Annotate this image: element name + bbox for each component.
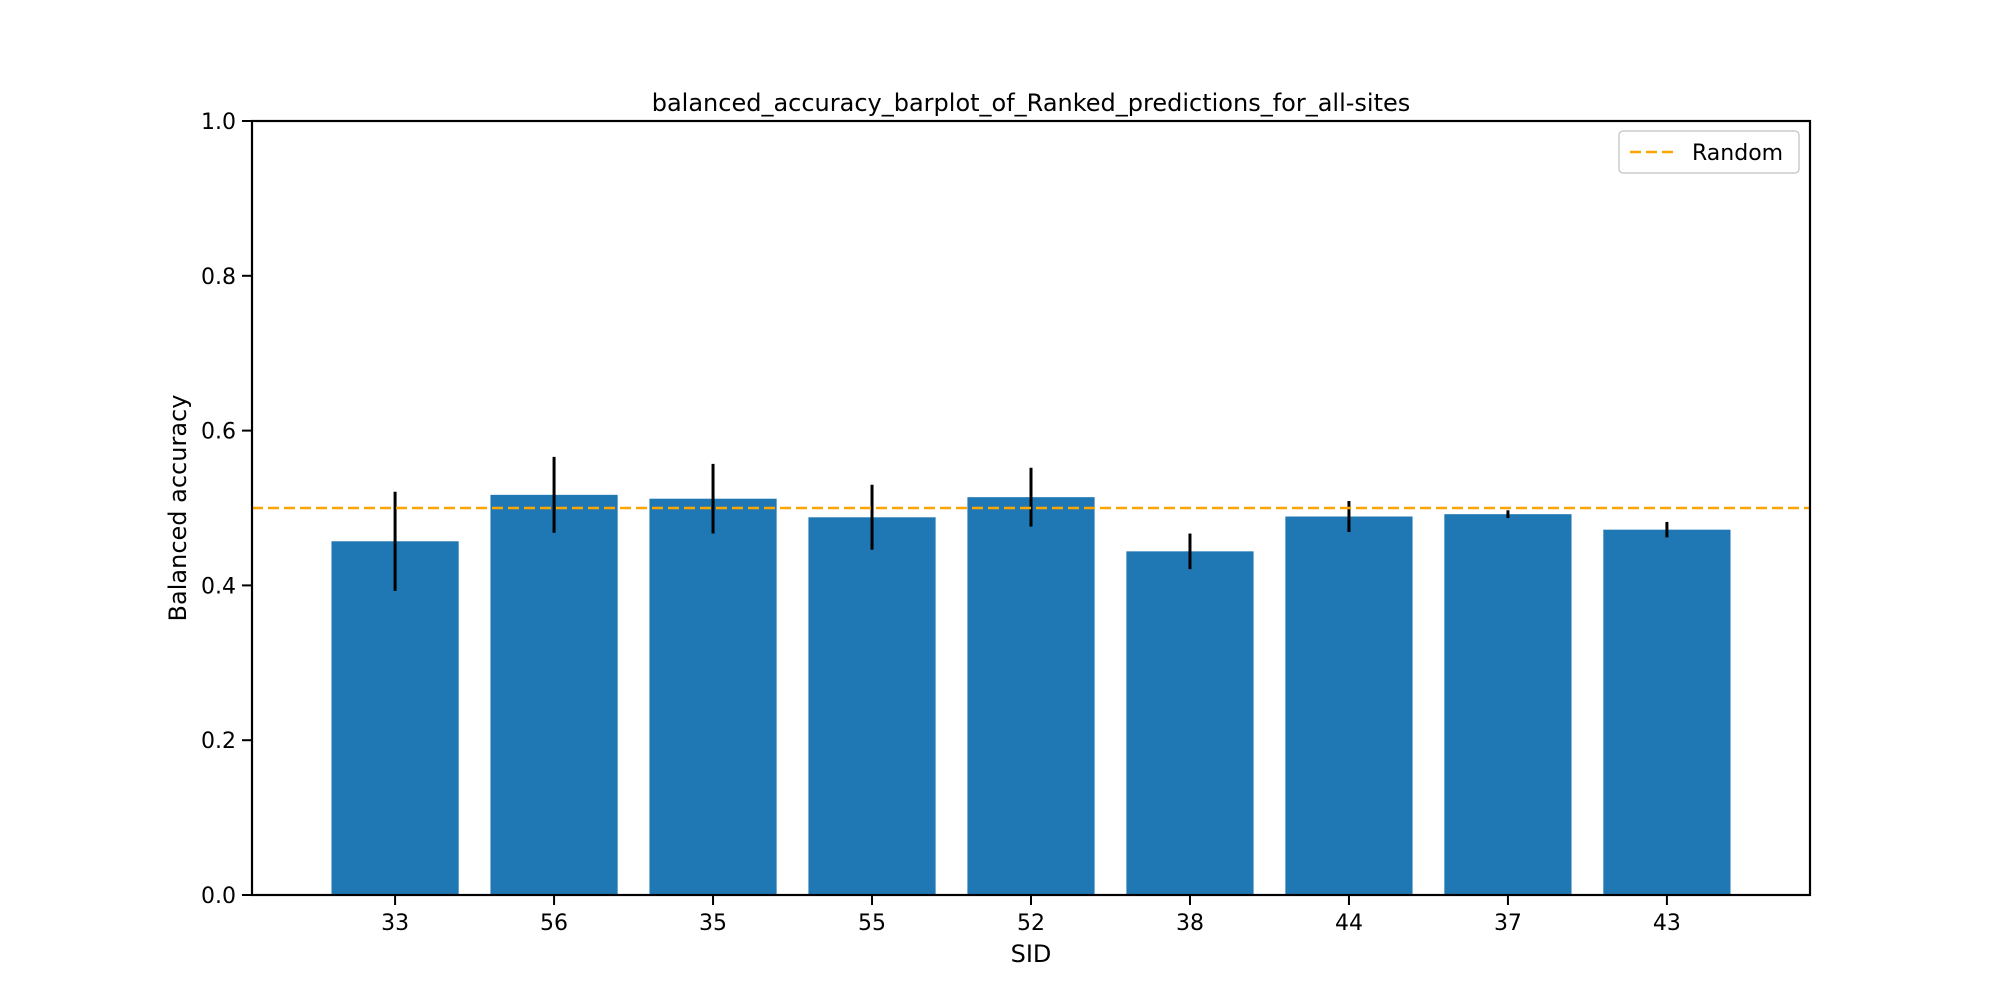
bar-52 [967,497,1095,895]
bar-44 [1285,516,1413,895]
legend-label-random: Random [1692,141,1783,166]
x-tick-label: 43 [1653,911,1681,936]
y-axis: 0.0 0.2 0.4 0.6 0.8 1.0 [201,110,252,909]
y-tick-label: 1.0 [201,110,236,135]
bar-55 [808,517,936,895]
error-bars [393,456,1669,591]
bar-35 [649,498,777,895]
legend: Random [1618,130,1800,174]
y-tick-label: 0.6 [201,420,236,445]
chart-title: balanced_accuracy_barplot_of_Ranked_pred… [652,89,1411,117]
x-tick-label: 33 [381,911,409,936]
y-tick-label: 0.8 [201,265,236,290]
x-axis: 33 56 35 55 52 38 44 37 43 [381,895,1681,936]
bar-43 [1603,529,1731,895]
x-tick-label: 56 [540,911,568,936]
x-tick-label: 52 [1017,911,1045,936]
x-tick-label: 35 [699,911,727,936]
y-tick-label: 0.0 [201,884,236,909]
bar-33 [331,541,459,895]
x-axis-label: SID [1011,940,1052,968]
y-axis-label: Balanced accuracy [164,395,192,622]
bars [331,494,1731,895]
bar-37 [1444,514,1572,895]
x-tick-label: 38 [1176,911,1204,936]
bar-38 [1126,551,1254,895]
x-tick-label: 55 [858,911,886,936]
x-tick-label: 44 [1335,911,1363,936]
y-tick-label: 0.4 [201,574,236,599]
legend-box [1618,130,1800,174]
y-tick-label: 0.2 [201,729,236,754]
bar-56 [490,494,618,895]
x-tick-label: 37 [1494,911,1522,936]
